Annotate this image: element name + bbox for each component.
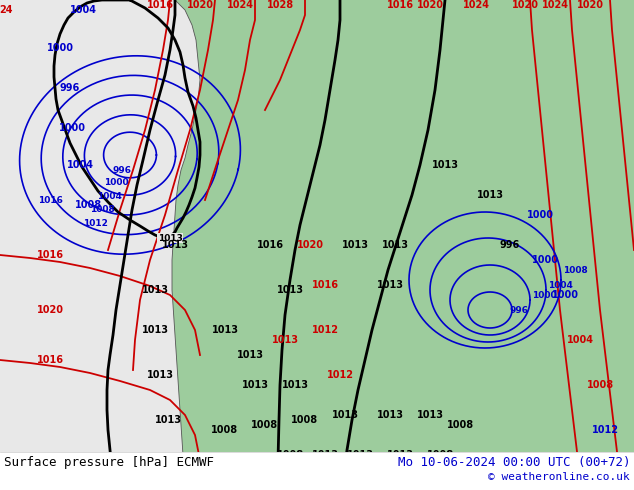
Text: 1012: 1012 (257, 473, 283, 483)
Text: 1013: 1013 (347, 450, 373, 460)
Text: 1013: 1013 (242, 380, 269, 390)
Text: 1013: 1013 (477, 190, 503, 200)
Text: 996: 996 (60, 83, 80, 93)
Text: 1016: 1016 (146, 0, 174, 10)
Text: 1004: 1004 (567, 335, 593, 345)
Text: 1000: 1000 (46, 43, 74, 53)
Text: 1020: 1020 (186, 0, 214, 10)
Text: 1013: 1013 (387, 450, 413, 460)
Text: 1000: 1000 (526, 210, 553, 220)
Text: 1008: 1008 (446, 420, 474, 430)
Text: 1016: 1016 (37, 355, 63, 365)
Text: 1028: 1028 (266, 0, 294, 10)
Text: 1013: 1013 (212, 325, 238, 335)
Text: 1008: 1008 (276, 450, 304, 460)
Text: Mo 10-06-2024 00:00 UTC (00+72): Mo 10-06-2024 00:00 UTC (00+72) (398, 456, 630, 468)
Text: 1020: 1020 (512, 0, 538, 10)
Text: 1008: 1008 (211, 425, 238, 435)
Text: 1012: 1012 (311, 325, 339, 335)
Text: 1013: 1013 (271, 335, 299, 345)
Text: 1013: 1013 (342, 240, 368, 250)
Text: 1013: 1013 (382, 240, 408, 250)
Text: 1008: 1008 (427, 450, 453, 460)
Text: 1013: 1013 (158, 234, 183, 243)
Text: 1016: 1016 (311, 280, 339, 290)
Text: 1004: 1004 (70, 5, 96, 15)
Text: 1013: 1013 (311, 450, 339, 460)
Text: 1013: 1013 (377, 410, 403, 420)
Text: 1024: 1024 (462, 0, 489, 10)
Text: 1008: 1008 (90, 205, 115, 214)
Bar (0, 452, 634, 490)
Text: Surface pressure [hPa] ECMWF: Surface pressure [hPa] ECMWF (4, 456, 214, 468)
Text: © weatheronline.co.uk: © weatheronline.co.uk (488, 472, 630, 482)
Text: 1013: 1013 (236, 350, 264, 360)
Text: 1013: 1013 (226, 475, 254, 485)
Text: 1013: 1013 (141, 285, 169, 295)
Text: 1013: 1013 (281, 380, 309, 390)
Text: 1020: 1020 (297, 240, 323, 250)
Text: 1013: 1013 (202, 460, 228, 470)
Text: 1012: 1012 (84, 219, 108, 228)
Text: 1008: 1008 (292, 415, 318, 425)
Text: 1013: 1013 (276, 285, 304, 295)
Text: 1000: 1000 (531, 255, 559, 265)
Text: 1013: 1013 (146, 370, 174, 380)
Text: 1000: 1000 (103, 178, 128, 187)
Text: 1016: 1016 (37, 196, 62, 204)
Polygon shape (172, 0, 634, 490)
Text: 1012: 1012 (327, 370, 354, 380)
Text: 1020: 1020 (576, 0, 604, 10)
Text: 1013: 1013 (432, 160, 458, 170)
Text: 1020: 1020 (417, 0, 444, 10)
Text: 1013: 1013 (332, 410, 358, 420)
Text: 24: 24 (0, 5, 13, 15)
Text: 1008: 1008 (337, 473, 363, 483)
Text: 1013: 1013 (186, 475, 214, 485)
Text: 1024: 1024 (541, 0, 569, 10)
Text: 1012: 1012 (592, 425, 619, 435)
Text: 1013: 1013 (162, 240, 188, 250)
Text: 1004: 1004 (97, 192, 122, 200)
Text: 1000: 1000 (58, 123, 86, 133)
Text: 996: 996 (500, 240, 520, 250)
Text: 996: 996 (510, 305, 529, 315)
Text: 1008: 1008 (586, 380, 614, 390)
Text: 1000: 1000 (552, 290, 578, 300)
Text: 1008: 1008 (74, 200, 101, 210)
Text: 1000: 1000 (532, 291, 557, 299)
Text: 1013: 1013 (417, 410, 444, 420)
Text: 1013: 1013 (141, 325, 169, 335)
Text: 1004: 1004 (67, 160, 93, 170)
Text: 1013: 1013 (236, 455, 264, 465)
Text: 1008: 1008 (563, 266, 588, 274)
Text: 1020: 1020 (37, 305, 63, 315)
Text: 1016: 1016 (257, 240, 283, 250)
Text: 1008: 1008 (297, 473, 323, 483)
Text: 1024: 1024 (226, 0, 254, 10)
Text: 1016: 1016 (387, 0, 413, 10)
Text: 996: 996 (112, 166, 131, 175)
Text: 1008: 1008 (252, 420, 278, 430)
Text: 1013: 1013 (377, 280, 403, 290)
Text: 1013: 1013 (155, 415, 181, 425)
Text: 1016: 1016 (37, 250, 63, 260)
Text: 1004: 1004 (548, 280, 573, 290)
